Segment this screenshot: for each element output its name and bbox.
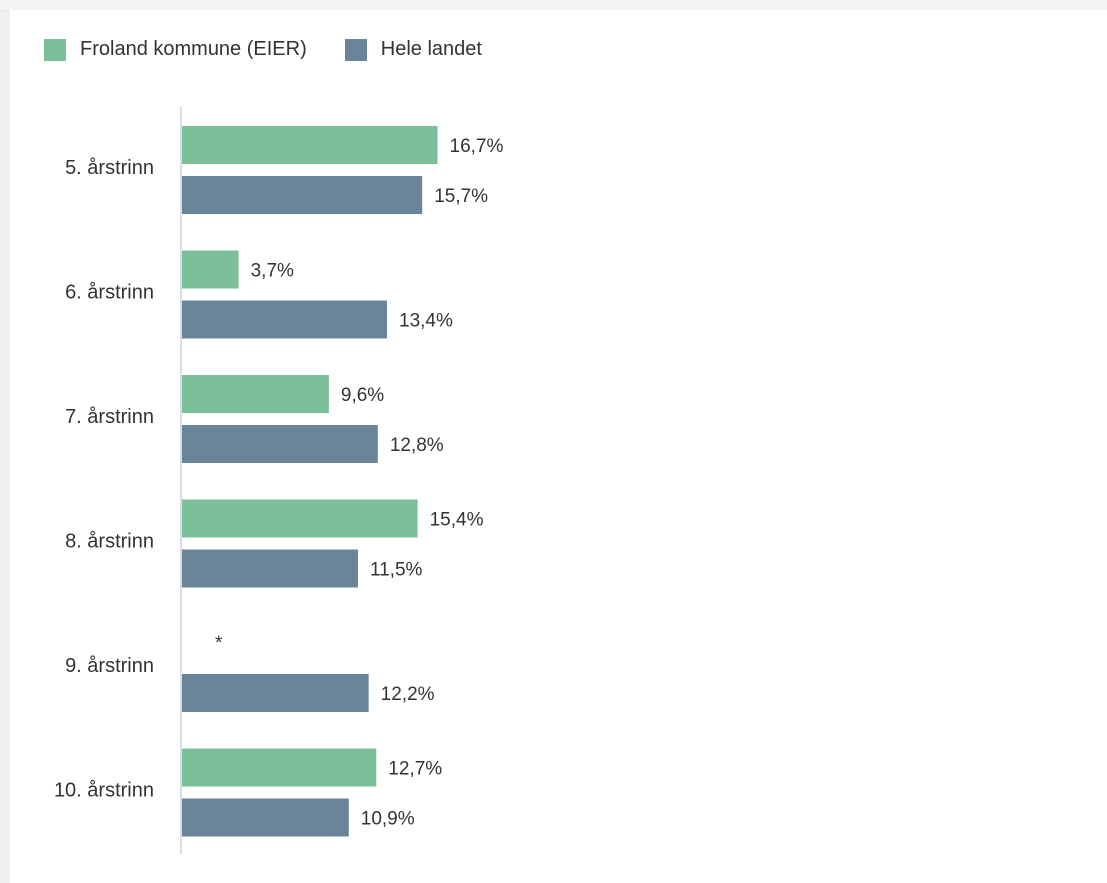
data-label: 15,7% (434, 186, 488, 207)
category-label: 5. årstrinn (65, 157, 154, 179)
bar-hele-landet[interactable] (182, 674, 369, 712)
legend: Froland kommune (EIER) Hele landet (44, 38, 482, 61)
data-label: 12,7% (388, 759, 442, 780)
legend-swatch-hele-landet (344, 38, 367, 61)
data-label: 11,5% (370, 560, 423, 581)
data-label: 9,6% (341, 385, 384, 406)
legend-item-hele-landet[interactable]: Hele landet (344, 38, 482, 61)
bar-froland[interactable] (182, 126, 438, 164)
data-label: 16,7% (450, 136, 504, 157)
category-label: 7. årstrinn (65, 406, 154, 428)
legend-swatch-froland (44, 38, 66, 61)
bar-hele-landet[interactable] (182, 425, 378, 463)
bar-froland[interactable] (182, 748, 377, 787)
legend-label-froland: Froland kommune (EIER) (80, 38, 307, 60)
bar-froland[interactable] (182, 499, 418, 538)
data-label: 10,9% (361, 809, 415, 830)
category-label: 8. årstrinn (65, 531, 154, 553)
missing-value-marker: * (215, 633, 223, 654)
category-label: 9. årstrinn (65, 655, 154, 677)
bar-froland[interactable] (182, 375, 329, 413)
data-label: 12,8% (390, 435, 444, 456)
bar-froland[interactable] (182, 250, 239, 289)
legend-label-hele-landet: Hele landet (380, 38, 482, 60)
category-label: 6. årstrinn (65, 282, 154, 304)
bar-hele-landet[interactable] (182, 176, 423, 214)
category-label: 10. årstrinn (54, 780, 154, 802)
data-label: 12,2% (381, 684, 435, 705)
bar-hele-landet[interactable] (182, 549, 358, 588)
bar-hele-landet[interactable] (182, 300, 388, 339)
data-label: 13,4% (399, 311, 453, 332)
data-label: 15,4% (430, 510, 484, 531)
legend-item-froland[interactable]: Froland kommune (EIER) (44, 38, 307, 61)
data-label: 3,7% (251, 261, 294, 282)
bar-hele-landet[interactable] (182, 798, 349, 837)
